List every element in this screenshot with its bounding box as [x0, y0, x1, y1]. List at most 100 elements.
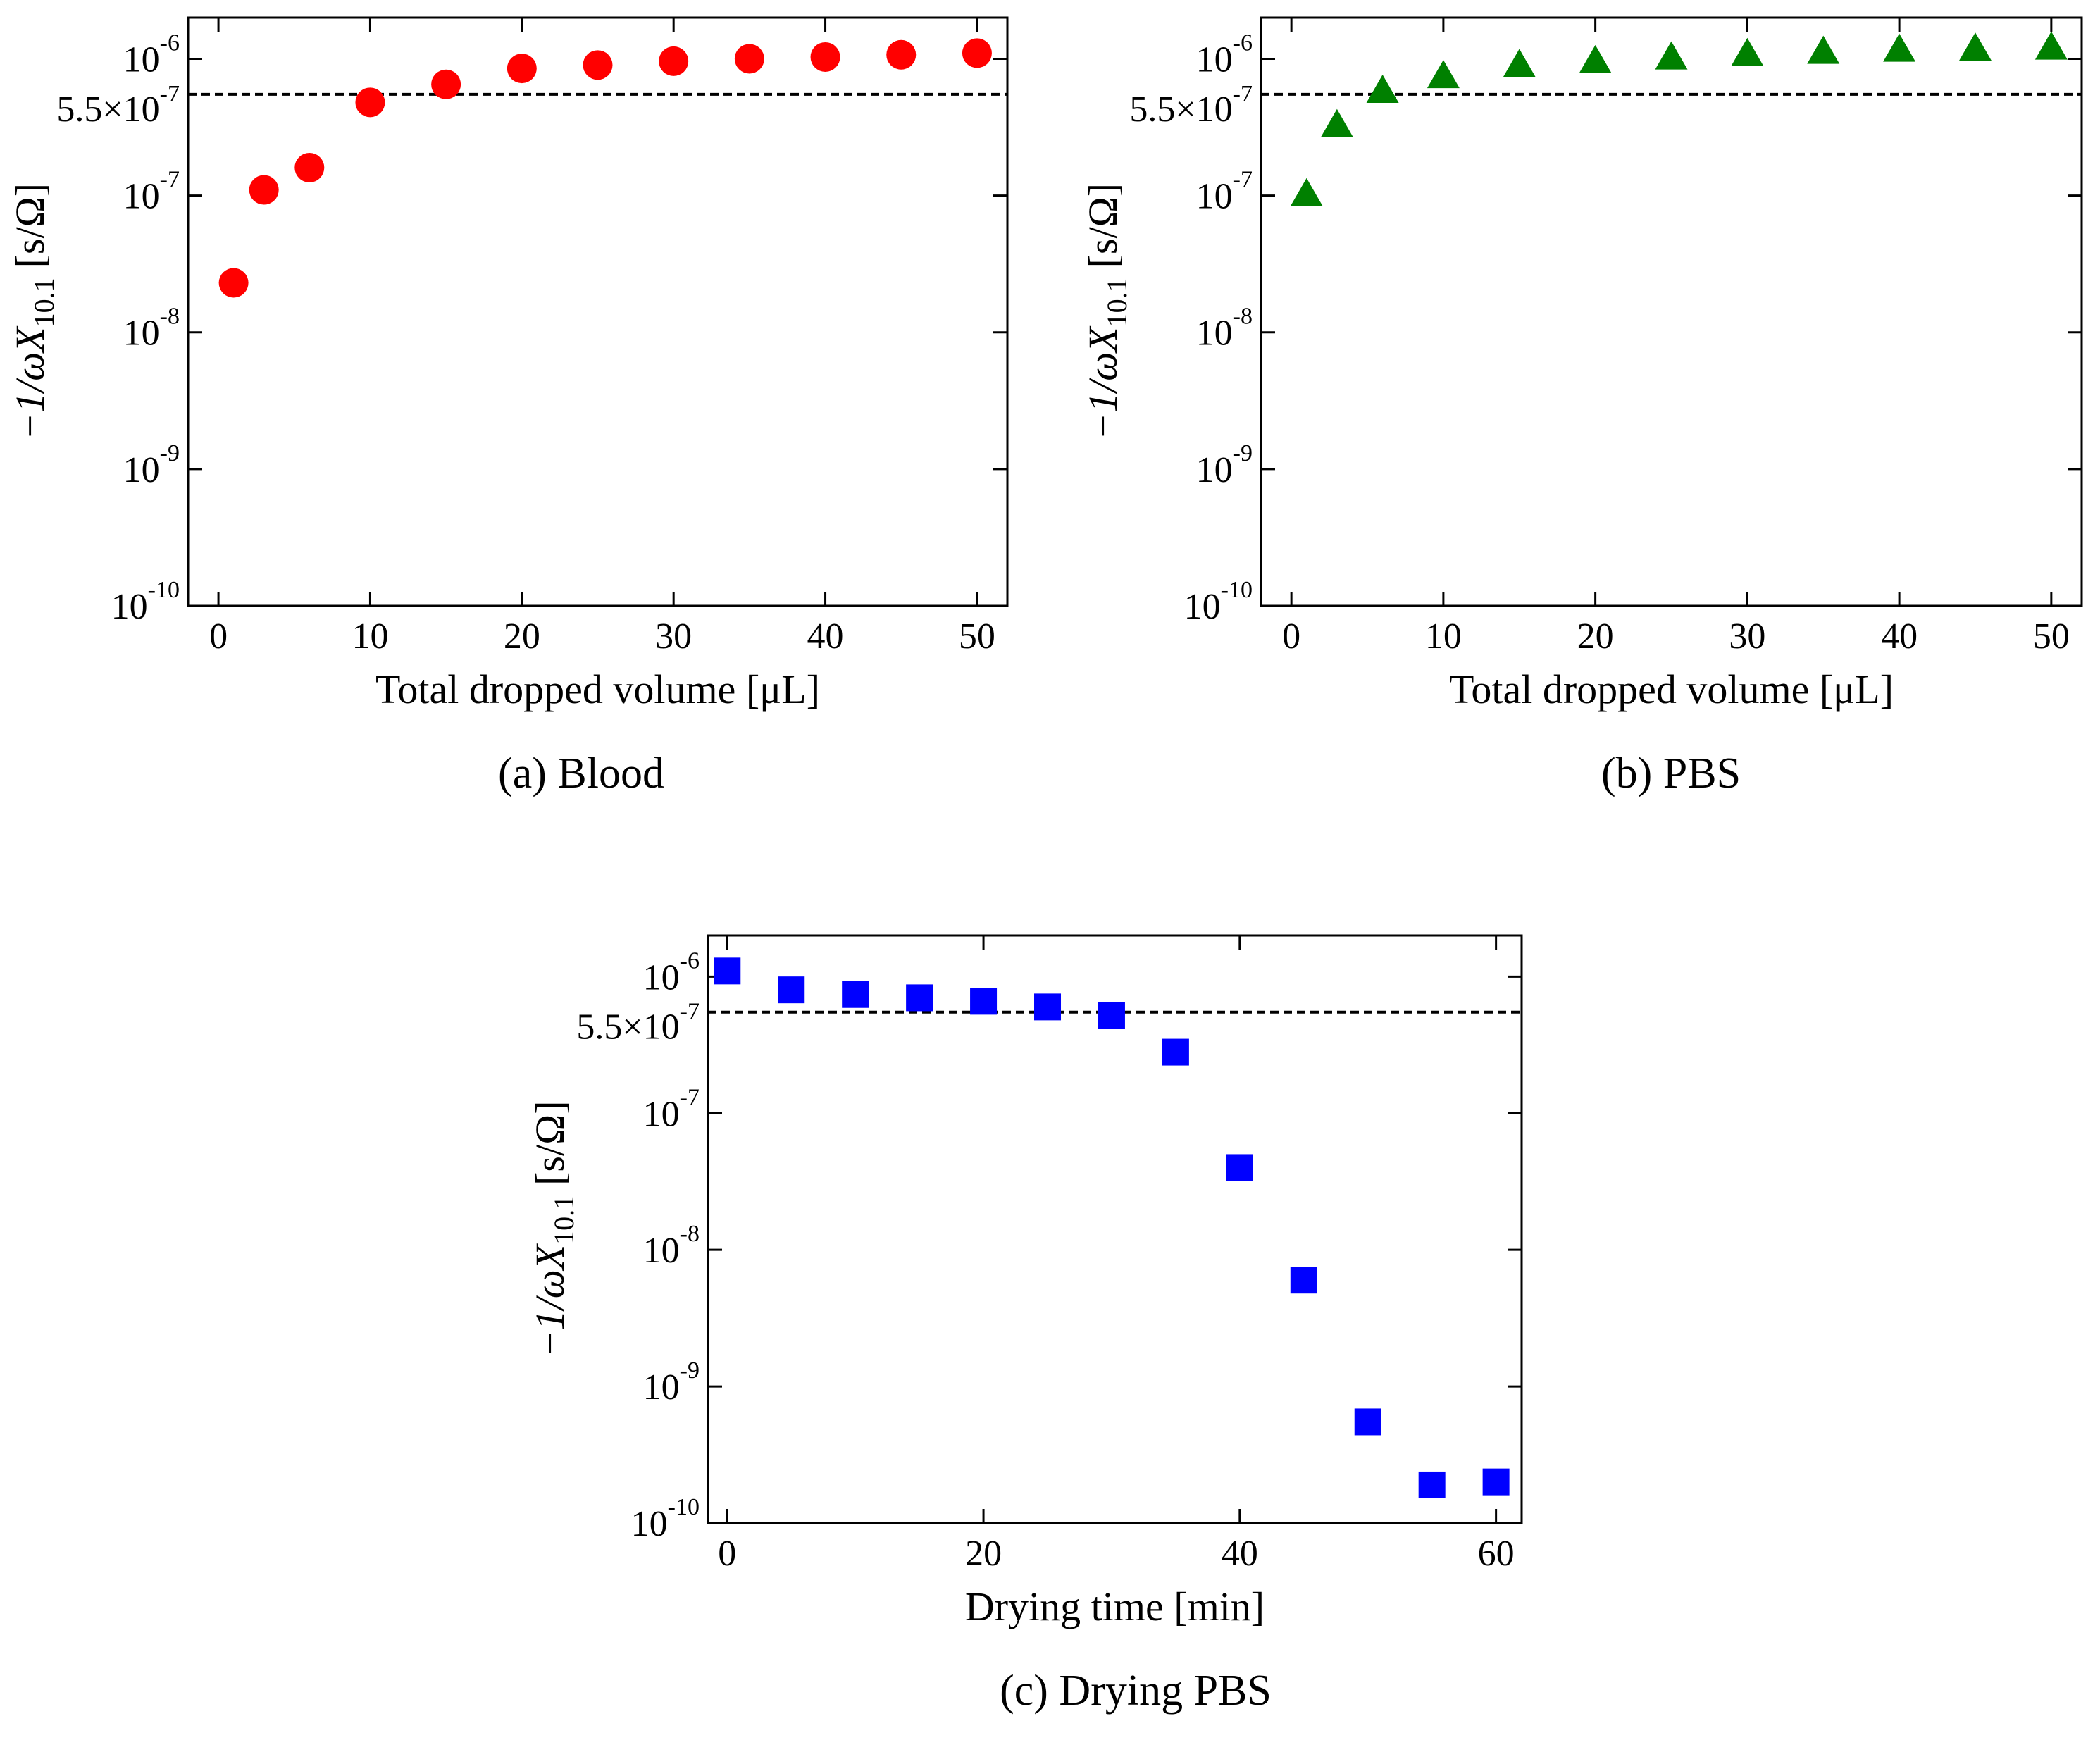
y-tick-exponent: -7 — [1233, 167, 1253, 193]
data-point — [1427, 60, 1460, 89]
chart-caption: (b) PBS — [1601, 750, 1741, 797]
x-axis-label: Total dropped volume [μL] — [1449, 666, 1894, 712]
reference-line-exponent: -7 — [680, 999, 700, 1025]
y-tick-exponent: -7 — [680, 1084, 700, 1110]
data-point — [906, 984, 933, 1012]
data-point — [1034, 993, 1062, 1021]
reference-line-label: 5.5×10-7 — [1129, 81, 1253, 130]
data-point — [583, 50, 613, 80]
y-tick-label: 10-9 — [643, 1357, 700, 1407]
x-tick-label: 20 — [1577, 616, 1614, 657]
y-tick-exponent: -8 — [680, 1221, 700, 1247]
chart-caption: (a) Blood — [498, 750, 664, 797]
series-drying-pbs — [714, 957, 1510, 1498]
y-tick-exponent: -9 — [680, 1357, 700, 1384]
data-point — [1366, 75, 1399, 104]
x-tick-label: 20 — [504, 616, 540, 657]
data-point — [1482, 1468, 1510, 1496]
reference-line-exponent: -7 — [1233, 81, 1253, 107]
y-tick-exponent: -10 — [1221, 577, 1253, 603]
x-tick-label: 50 — [2033, 616, 2070, 657]
x-tick-label: 0 — [718, 1534, 736, 1574]
data-point — [734, 44, 764, 74]
y-tick-exponent: -6 — [160, 30, 180, 56]
x-tick-label: 50 — [959, 616, 995, 657]
y-tick-label: 10-7 — [643, 1084, 700, 1134]
x-tick-label: 40 — [1881, 616, 1918, 657]
y-tick-exponent: -9 — [160, 440, 180, 466]
data-point — [1807, 35, 1840, 64]
y-axis-label-subscript: 10.1 — [28, 278, 60, 327]
x-axis-label: Total dropped volume [μL] — [375, 666, 820, 712]
data-point — [1098, 1002, 1125, 1029]
series-blood — [218, 38, 992, 298]
data-point — [1883, 33, 1916, 62]
x-tick-label: 40 — [1222, 1534, 1258, 1574]
y-tick-exponent: -10 — [668, 1494, 700, 1520]
data-point — [842, 981, 869, 1008]
y-axis-label-main: −1/ωX — [1080, 325, 1126, 440]
y-tick-label: 10-9 — [1196, 440, 1253, 490]
y-tick-label: 10-6 — [123, 30, 180, 80]
y-tick-label: 10-10 — [111, 577, 180, 627]
data-point — [659, 46, 689, 76]
data-point — [1731, 37, 1764, 66]
data-point — [1503, 49, 1536, 77]
data-point — [294, 152, 325, 182]
y-axis-label-unit: [s/Ω] — [7, 183, 53, 268]
y-tick-exponent: -9 — [1233, 440, 1253, 466]
chart-a: 0 10 20 30 40 50 10-10 10-9 10-8 10-7 10-65.5×10-7… — [7, 16, 1009, 797]
data-point — [2034, 31, 2068, 60]
plot-frame — [1260, 16, 2083, 607]
y-tick-label: 10-10 — [1184, 577, 1253, 627]
reference-line-label: 5.5×10-7 — [56, 81, 180, 130]
y-axis-label-main: −1/ωX — [527, 1243, 573, 1357]
chart-caption: (c) Drying PBS — [1000, 1667, 1272, 1715]
data-point — [218, 268, 249, 298]
x-tick-label: 10 — [352, 616, 388, 657]
series-pbs — [1290, 31, 2068, 206]
data-point — [886, 39, 917, 70]
y-axis-label: −1/ωX10.1 [s/Ω] — [527, 1100, 580, 1357]
y-axis-label-subscript: 10.1 — [548, 1195, 580, 1245]
x-tick-label: 60 — [1478, 1534, 1515, 1574]
y-axis-label-unit: [s/Ω] — [527, 1100, 573, 1185]
y-tick-label: 10-6 — [643, 947, 700, 998]
x-tick-label: 10 — [1425, 616, 1462, 657]
chart-b: 0 10 20 30 40 50 10-10 10-9 10-8 10-7 10-65.5×10-7… — [1080, 16, 2083, 797]
x-tick-label: 0 — [1282, 616, 1300, 657]
y-tick-label: 10-9 — [123, 440, 180, 490]
y-axis-label: −1/ωX10.1 [s/Ω] — [1080, 183, 1133, 440]
y-tick-label: 10-10 — [631, 1494, 700, 1544]
y-tick-label: 10-7 — [1196, 167, 1253, 217]
plot-frame — [187, 16, 1009, 607]
y-tick-label: 10-8 — [123, 304, 180, 354]
y-tick-label: 10-8 — [1196, 304, 1253, 354]
x-tick-label: 30 — [655, 616, 692, 657]
data-point — [810, 42, 840, 72]
data-point — [1655, 41, 1688, 70]
data-point — [1958, 32, 1992, 61]
data-point — [970, 988, 998, 1015]
x-axis-label: Drying time [min] — [965, 1584, 1265, 1629]
x-tick-label: 30 — [1729, 616, 1765, 657]
data-point — [714, 957, 741, 985]
data-point — [778, 976, 805, 1004]
reference-line-label: 5.5×10-7 — [576, 999, 700, 1048]
y-tick-exponent: -6 — [680, 947, 700, 974]
y-tick-exponent: -7 — [160, 167, 180, 193]
y-axis-label: −1/ωX10.1 [s/Ω] — [7, 183, 60, 440]
x-tick-label: 40 — [807, 616, 844, 657]
reference-line-exponent: -7 — [160, 81, 180, 107]
data-point — [1354, 1408, 1381, 1436]
chart-c: 0 20 40 60 10-10 10-9 10-8 10-7 10-65.5×10-7 Dryi… — [527, 934, 1523, 1715]
y-tick-exponent: -8 — [160, 304, 180, 330]
data-point — [1320, 108, 1353, 137]
data-point — [507, 54, 537, 84]
data-point — [1290, 178, 1323, 206]
data-point — [1418, 1471, 1446, 1498]
y-axis-label-unit: [s/Ω] — [1080, 183, 1126, 268]
data-point — [1579, 44, 1612, 73]
y-tick-label: 10-6 — [1196, 30, 1253, 80]
